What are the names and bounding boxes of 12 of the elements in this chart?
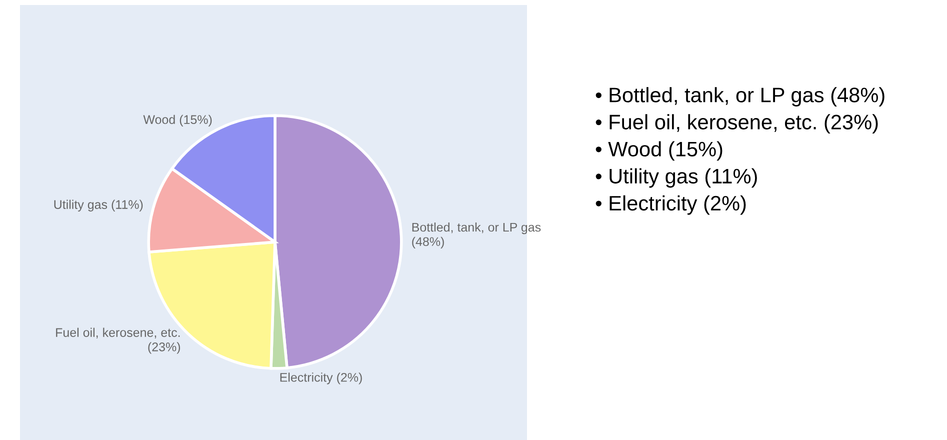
text: • Fuel oil, kerosene, etc. (23%) <box>596 114 878 134</box>
slice-label: Fuel oil, kerosene, etc. <box>56 328 180 338</box>
data-label: (23%) <box>148 342 180 354</box>
slice-label: Utility gas (11%) <box>54 200 143 212</box>
text: • Wood (15%) <box>596 141 722 161</box>
slice-label: Electricity (2%) <box>280 372 362 384</box>
text: • Utility gas (11%) <box>596 168 757 188</box>
slice-label: Wood (15%) <box>143 114 212 126</box>
data-label: (48%) <box>412 236 444 249</box>
text: • Bottled, tank, or LP gas (48%) <box>596 87 884 107</box>
text: • Electricity (2%) <box>596 195 746 215</box>
slice-label: Bottled, tank, or LP gas <box>412 222 541 234</box>
